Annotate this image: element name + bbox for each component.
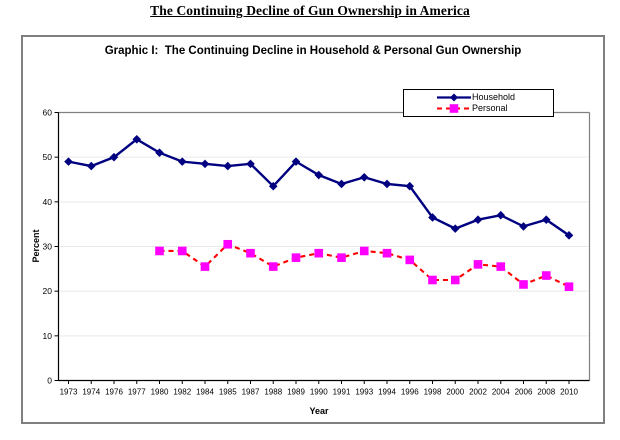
y-tick-label: 40 [43, 197, 53, 207]
data-point-marker [200, 262, 210, 271]
data-point-marker [359, 172, 369, 182]
data-point-marker [337, 179, 346, 189]
legend: Household Personal [403, 89, 554, 117]
data-point-marker [450, 224, 460, 233]
x-tick-label: 1998 [424, 388, 442, 397]
data-point-marker [314, 248, 324, 258]
x-tick-label: 2006 [515, 388, 533, 397]
data-point-marker [496, 210, 506, 220]
data-point-marker [223, 239, 233, 249]
y-axis: 0 10 20 30 40 50 60 [43, 108, 59, 386]
y-tick-label: 60 [43, 108, 53, 118]
x-tick-label: 1980 [151, 388, 169, 397]
data-point-marker [473, 260, 483, 269]
page-title: The Continuing Decline of Gun Ownership … [150, 3, 470, 18]
data-point-marker [541, 271, 551, 280]
data-point-marker [155, 246, 164, 256]
data-point-marker [496, 262, 506, 271]
legend-item-household: Household [404, 92, 553, 102]
graphic-title: Graphic I: The Continuing Decline in Hou… [104, 45, 522, 57]
data-point-marker [428, 275, 437, 285]
x-tick-label: 1982 [173, 388, 191, 397]
x-tick-label: 1990 [310, 388, 328, 397]
y-tick-label: 30 [43, 242, 53, 252]
data-point-marker [64, 157, 73, 166]
x-tick-label: 1996 [401, 388, 419, 397]
series-household [64, 135, 574, 240]
data-point-marker [109, 152, 119, 162]
data-point-marker [382, 248, 392, 258]
x-tick-label: 2008 [537, 388, 555, 397]
data-point-marker [519, 222, 528, 231]
data-point-marker [223, 161, 233, 171]
x-tick-label: 1991 [333, 388, 351, 397]
data-point-marker [405, 181, 415, 191]
y-axis-title: Percent [31, 229, 41, 263]
x-tick-label: 1977 [128, 388, 146, 397]
data-point-marker [86, 161, 96, 171]
x-tick-label: 2000 [446, 388, 464, 397]
data-point-marker [268, 262, 278, 271]
data-point-marker [405, 255, 415, 265]
data-point-marker [268, 181, 278, 191]
legend-label-household: Household [472, 92, 516, 102]
data-point-marker [541, 215, 551, 224]
x-tick-label: 1973 [60, 388, 78, 397]
x-tick-label: 1974 [82, 388, 100, 397]
gridlines [59, 156, 589, 337]
data-point-marker [155, 148, 164, 157]
legend-item-personal: Personal [404, 103, 553, 113]
legend-label-personal: Personal [472, 103, 508, 113]
data-point-marker [246, 248, 255, 258]
x-tick-label: 1976 [105, 388, 123, 397]
x-tick-label: 1989 [287, 388, 305, 397]
x-axis-title: Year [309, 406, 329, 416]
x-tick-label: 1994 [378, 388, 396, 397]
data-point-marker [177, 246, 187, 256]
data-point-marker [450, 275, 460, 285]
x-tick-label: 2004 [492, 388, 510, 397]
data-point-marker [291, 157, 301, 166]
data-point-marker [564, 231, 574, 240]
x-axis: 1973 1974 1976 1977 1980 1982 1984 1985 1987 1988… [60, 380, 578, 397]
y-tick-label: 0 [47, 376, 52, 386]
data-point-marker [314, 170, 324, 180]
x-tick-label: 1993 [355, 388, 373, 397]
x-tick-label: 2002 [469, 388, 487, 397]
data-point-marker [382, 179, 392, 189]
data-point-marker [564, 282, 574, 291]
household-line-swatch-icon [437, 93, 471, 101]
y-tick-label: 50 [43, 152, 53, 162]
data-point-marker [428, 213, 437, 222]
data-point-marker [359, 246, 369, 256]
y-tick-label: 20 [43, 286, 53, 296]
data-point-marker [337, 253, 346, 262]
x-tick-label: 2010 [560, 388, 578, 397]
data-point-marker [291, 253, 301, 262]
x-tick-label: 1988 [264, 388, 282, 397]
data-point-marker [473, 215, 483, 224]
data-point-marker [132, 135, 142, 144]
y-tick-label: 10 [43, 331, 53, 341]
personal-line-swatch-icon [437, 103, 471, 113]
x-tick-label: 1987 [242, 388, 260, 397]
data-point-marker [177, 157, 187, 166]
x-tick-label: 1984 [196, 388, 214, 397]
data-point-marker [246, 159, 255, 169]
data-point-marker [200, 159, 210, 169]
x-tick-label: 1985 [219, 388, 237, 397]
data-point-marker [519, 280, 528, 289]
series-personal [155, 239, 574, 291]
